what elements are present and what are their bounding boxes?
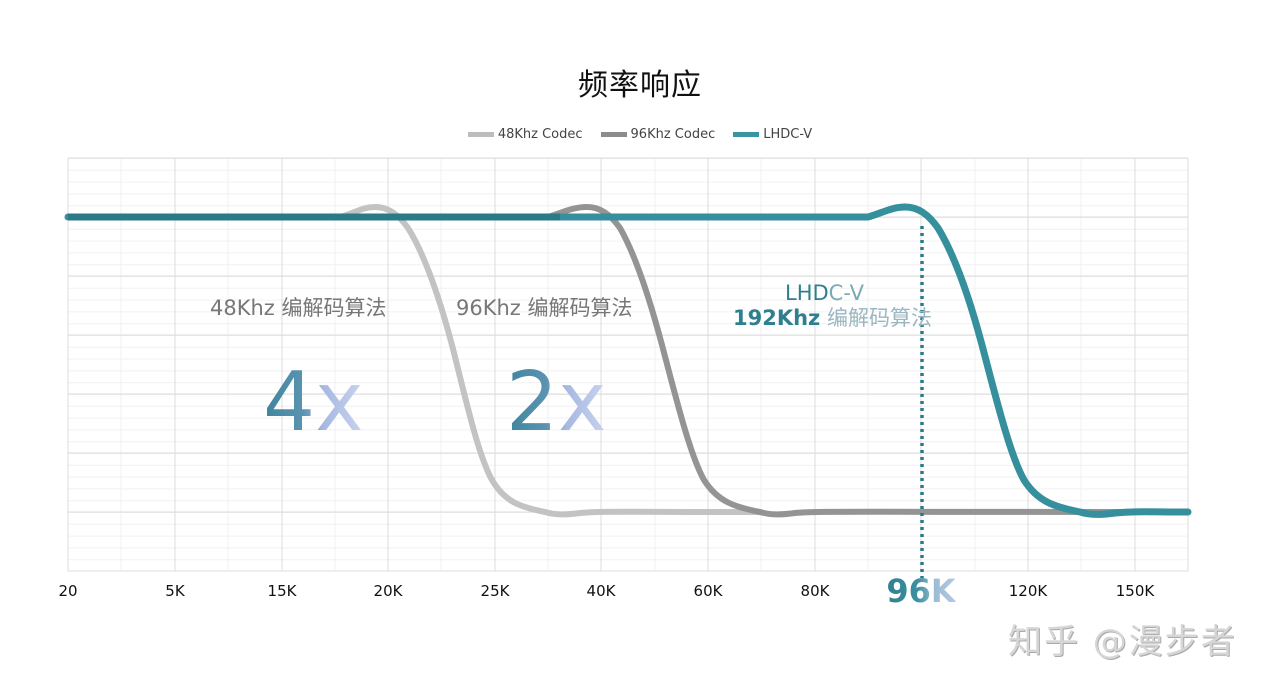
legend-swatch-48khz xyxy=(467,132,494,137)
annotation-48khz: 48Khz 编解码算法 xyxy=(210,296,387,320)
legend-label: LHDC-V xyxy=(763,127,813,142)
legend-label: 96Khz Codec xyxy=(630,127,716,142)
x-tick: 20 xyxy=(58,582,78,600)
x-tick: 60K xyxy=(693,582,723,600)
legend-item-lhdc: LHDC-V xyxy=(733,127,812,142)
watermark: 知乎 @漫步者 xyxy=(1008,622,1237,662)
legend-item-48khz: 48Khz Codec xyxy=(467,127,583,142)
series-48khz-line xyxy=(65,203,763,518)
x-tick: 15K xyxy=(267,582,297,600)
annotation-96khz: 96Khz 编解码算法 xyxy=(456,296,633,320)
legend-swatch-96khz xyxy=(600,132,627,137)
annotation-lhdc-label: 编解码算法 xyxy=(820,306,932,330)
x-tick: 40K xyxy=(586,582,616,600)
x-tick: 80K xyxy=(800,582,830,600)
annotation-lhdc: LHDC-V 192Khz 编解码算法 xyxy=(733,281,932,331)
legend-label: 48Khz Codec xyxy=(497,127,583,142)
x-tick: 25K xyxy=(480,582,510,600)
chart-title: 频率响应 xyxy=(578,68,702,103)
x-tick: 150K xyxy=(1115,582,1155,600)
legend: 48Khz Codec 96Khz Codec LHDC-V xyxy=(0,127,1280,142)
legend-item-96khz: 96Khz Codec xyxy=(600,127,716,142)
annotation-lhdc-name-b: C-V xyxy=(828,281,865,305)
multiplier-2x: 2x xyxy=(506,355,607,450)
x-tick: 120K xyxy=(1008,582,1048,600)
x-tick: 20K xyxy=(373,582,403,600)
series-96khz-line xyxy=(65,203,1191,518)
legend-swatch-lhdc xyxy=(733,132,760,137)
x-tick-highlight-96k: 96K xyxy=(886,572,956,610)
multiplier-4x: 4x xyxy=(263,355,364,450)
annotation-lhdc-name-a: LHD xyxy=(785,281,829,305)
series-lhdc-line xyxy=(64,203,1192,518)
gridlines xyxy=(67,157,1189,572)
annotation-lhdc-rate: 192Khz xyxy=(733,306,821,330)
x-tick: 5K xyxy=(165,582,185,600)
